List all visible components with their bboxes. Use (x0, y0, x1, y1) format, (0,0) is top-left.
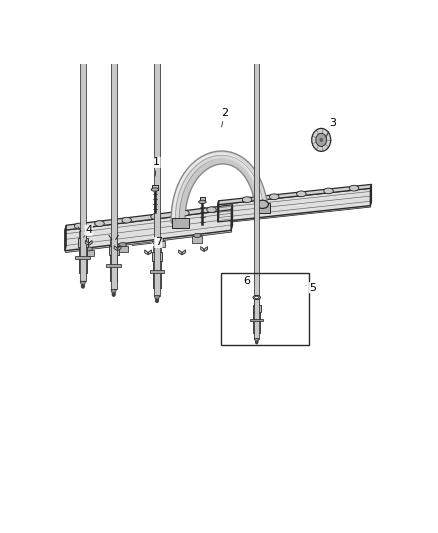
Ellipse shape (207, 207, 216, 213)
Bar (254, 300, 259, 305)
Ellipse shape (156, 238, 164, 242)
Polygon shape (145, 250, 148, 255)
Text: 1: 1 (153, 157, 160, 176)
Polygon shape (65, 205, 233, 230)
Ellipse shape (119, 243, 127, 247)
Ellipse shape (242, 197, 252, 203)
Polygon shape (179, 250, 182, 255)
Bar (153, 246, 161, 252)
Polygon shape (218, 188, 371, 222)
Bar (84, 249, 94, 256)
Ellipse shape (254, 296, 259, 298)
Circle shape (320, 138, 323, 142)
Bar (79, 247, 87, 273)
Bar (111, 0, 117, 289)
Bar (221, 273, 309, 345)
Ellipse shape (151, 214, 160, 220)
Polygon shape (218, 201, 219, 222)
Bar (192, 236, 202, 243)
Circle shape (113, 293, 115, 296)
Ellipse shape (269, 194, 279, 200)
Bar (80, 0, 86, 281)
Ellipse shape (297, 191, 306, 197)
Polygon shape (65, 230, 232, 253)
Polygon shape (231, 205, 233, 230)
Polygon shape (80, 281, 86, 286)
Bar (106, 264, 121, 267)
Bar (172, 218, 189, 228)
Bar (110, 239, 117, 246)
Polygon shape (85, 240, 88, 245)
Ellipse shape (257, 200, 268, 208)
Bar (109, 246, 119, 255)
Ellipse shape (349, 185, 359, 191)
Ellipse shape (151, 188, 159, 191)
Circle shape (312, 128, 331, 151)
Polygon shape (182, 250, 185, 255)
Polygon shape (148, 250, 152, 255)
Circle shape (155, 299, 159, 302)
Polygon shape (218, 206, 371, 223)
Text: 5: 5 (306, 282, 316, 293)
Ellipse shape (194, 233, 201, 238)
Bar (254, 0, 259, 338)
Ellipse shape (324, 188, 333, 194)
Polygon shape (201, 247, 204, 252)
Text: 7: 7 (132, 238, 162, 247)
Circle shape (81, 285, 84, 288)
Bar (152, 252, 162, 261)
Polygon shape (65, 209, 231, 251)
Polygon shape (117, 246, 121, 251)
Bar (153, 261, 161, 288)
Bar (155, 241, 165, 247)
Ellipse shape (74, 223, 84, 229)
Polygon shape (114, 246, 117, 251)
Bar (200, 197, 205, 202)
Ellipse shape (199, 200, 206, 204)
Ellipse shape (85, 247, 92, 251)
Polygon shape (111, 289, 117, 294)
Bar (257, 204, 270, 213)
Bar (117, 246, 128, 252)
Circle shape (255, 341, 258, 344)
Bar (250, 319, 263, 321)
Ellipse shape (122, 217, 131, 223)
Polygon shape (65, 225, 66, 251)
Ellipse shape (180, 210, 189, 216)
Bar (253, 312, 260, 333)
Bar (154, 0, 160, 296)
Bar (110, 255, 117, 281)
Bar (149, 270, 165, 273)
Circle shape (316, 133, 327, 147)
Polygon shape (154, 296, 160, 301)
Text: 2: 2 (221, 108, 228, 127)
Text: 6: 6 (243, 277, 250, 286)
Bar (75, 256, 90, 259)
Text: 3: 3 (326, 118, 336, 138)
Polygon shape (88, 240, 92, 245)
Text: 4: 4 (84, 225, 92, 237)
Bar (253, 305, 261, 312)
Ellipse shape (253, 295, 261, 300)
Bar (79, 231, 86, 238)
Bar (78, 238, 88, 247)
Polygon shape (218, 184, 371, 205)
Polygon shape (204, 247, 208, 252)
Bar (152, 184, 158, 190)
Ellipse shape (95, 221, 104, 227)
Polygon shape (254, 338, 259, 342)
